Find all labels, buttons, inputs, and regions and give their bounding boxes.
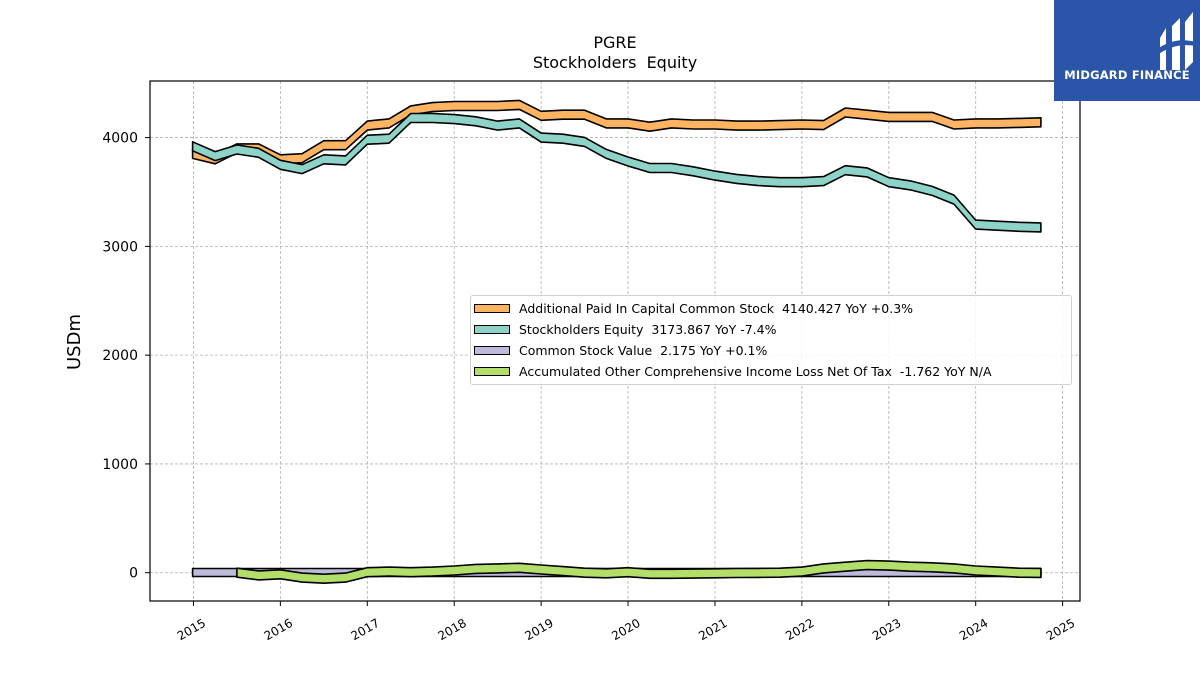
series-area-equity (191, 112, 1042, 233)
chart-subtitle: Stockholders Equity (533, 53, 697, 72)
legend-swatch-common-stock (474, 345, 510, 355)
x-tick-label: 2020 (609, 616, 642, 643)
legend-label-common-stock: Common Stock Value 2.175 YoY +0.1% (519, 342, 768, 358)
chart-title: PGRE (593, 33, 636, 52)
legend-label-apic: Additional Paid In Capital Common Stock … (519, 300, 914, 316)
series-area-aoci (236, 559, 1042, 584)
y-tick-label: 3000 (102, 239, 138, 255)
y-tick-label: 4000 (102, 131, 138, 147)
x-tick-label: 2019 (522, 616, 555, 643)
y-tick-label: 1000 (102, 457, 138, 473)
x-tick-label: 2018 (435, 616, 468, 643)
legend-label-equity: Stockholders Equity 3173.867 YoY -7.4% (519, 321, 777, 337)
legend-swatch-apic (474, 303, 510, 313)
x-tick-label: 2022 (783, 616, 816, 643)
legend-item-aoci: Accumulated Other Comprehensive Income L… (474, 362, 992, 380)
brand-logo: MIDGARD FINANCE (1054, 0, 1200, 101)
legend-item-equity: Stockholders Equity 3173.867 YoY -7.4% (474, 320, 776, 338)
midgard-logo-icon (1156, 12, 1196, 70)
brand-name: MIDGARD FINANCE (1064, 68, 1190, 82)
legend-swatch-equity (474, 324, 510, 334)
legend-item-common-stock: Common Stock Value 2.175 YoY +0.1% (474, 341, 767, 359)
x-tick-label: 2025 (1044, 616, 1077, 643)
legend-label-aoci: Accumulated Other Comprehensive Income L… (519, 363, 992, 379)
x-tick-label: 2016 (262, 616, 295, 643)
x-tick-label: 2021 (696, 616, 729, 643)
legend: Additional Paid In Capital Common Stock … (470, 295, 1072, 385)
y-axis-label: USDm (64, 314, 85, 370)
plot-frame (149, 80, 1081, 602)
x-tick-label: 2023 (870, 616, 903, 643)
x-tick-label: 2017 (349, 616, 382, 643)
y-tick-label: 2000 (102, 348, 138, 364)
y-tick-label: 0 (129, 566, 138, 582)
series-area-apic (191, 99, 1042, 165)
x-tick-label: 2015 (175, 616, 208, 643)
series-areas (191, 99, 1042, 584)
x-tick-label: 2024 (957, 616, 990, 643)
legend-swatch-aoci (474, 366, 510, 376)
legend-item-apic: Additional Paid In Capital Common Stock … (474, 299, 913, 317)
